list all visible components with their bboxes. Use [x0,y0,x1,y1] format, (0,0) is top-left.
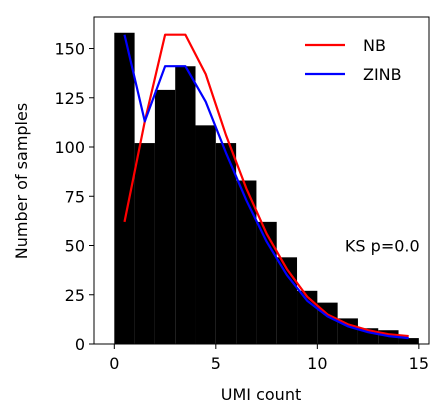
histogram-bar-14 [398,338,419,344]
annotations: KS p=0.0 [345,237,420,256]
y-tick-label: 100 [54,138,85,157]
histogram-bar-1 [134,143,155,344]
y-tick-label: 75 [65,187,85,206]
y-tick-label: 25 [65,286,85,305]
histogram-bars [114,32,419,345]
x-tick-label: 5 [211,354,221,373]
y-tick-label: 0 [75,335,85,354]
histogram-bar-5 [215,143,237,344]
plot-frame [93,16,430,345]
series-line-zinb [123,34,409,340]
histogram-bar-4 [195,125,216,344]
histogram-bar-8 [276,257,298,344]
legend-label-nb: NB [363,36,386,55]
y-axis-label: Number of samples [12,103,31,259]
legend: NB ZINB [305,36,402,84]
histogram-bar-2 [154,89,176,344]
histogram-bar-7 [256,221,277,344]
series-line-nb [123,33,409,338]
histogram-bar-6 [236,180,257,344]
y-tick-label: 50 [65,237,85,256]
histogram-bar-0 [114,32,135,345]
y-tick-label: 125 [54,89,85,108]
fit-lines [123,33,409,340]
x-tick-label: 15 [409,354,429,373]
y-tick-label: 150 [54,40,85,59]
ks-annotation: KS p=0.0 [345,237,420,256]
legend-label-zinb: ZINB [363,65,402,84]
x-tick-label: 10 [307,354,327,373]
histogram-bar-9 [297,290,318,344]
x-tick-label: 0 [109,354,119,373]
x-axis-label: UMI count [221,385,301,404]
histogram-bar-3 [175,66,196,345]
